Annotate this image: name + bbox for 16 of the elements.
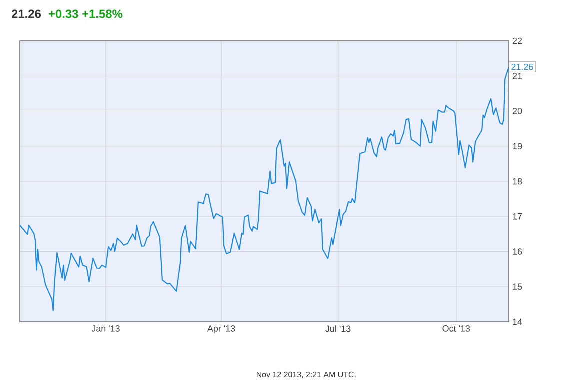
y-tick-label: 17 [513,214,522,220]
chart-title: 21.26 [12,10,42,18]
y-tick-label: 14 [513,318,522,326]
y-tick-label: 15 [513,284,522,290]
y-tick-label: 22 [512,38,522,44]
annotation: 21.26 [512,64,534,70]
x-tick-label: Jul '13 [326,326,351,332]
y-tick-label: 18 [513,178,522,185]
x-tick-label: Jan '13 [92,326,120,332]
y-tick-label: 20 [512,108,522,114]
chart-subtitle: +0.33 +1.58% [48,10,123,18]
y-tick-label: 21 [512,72,522,80]
y-tick-label: 16 [513,248,522,255]
y-tick-label: 19 [513,143,522,150]
x-tick-label: Apr '13 [207,326,236,334]
x-tick-label: Oct '13 [442,326,470,332]
